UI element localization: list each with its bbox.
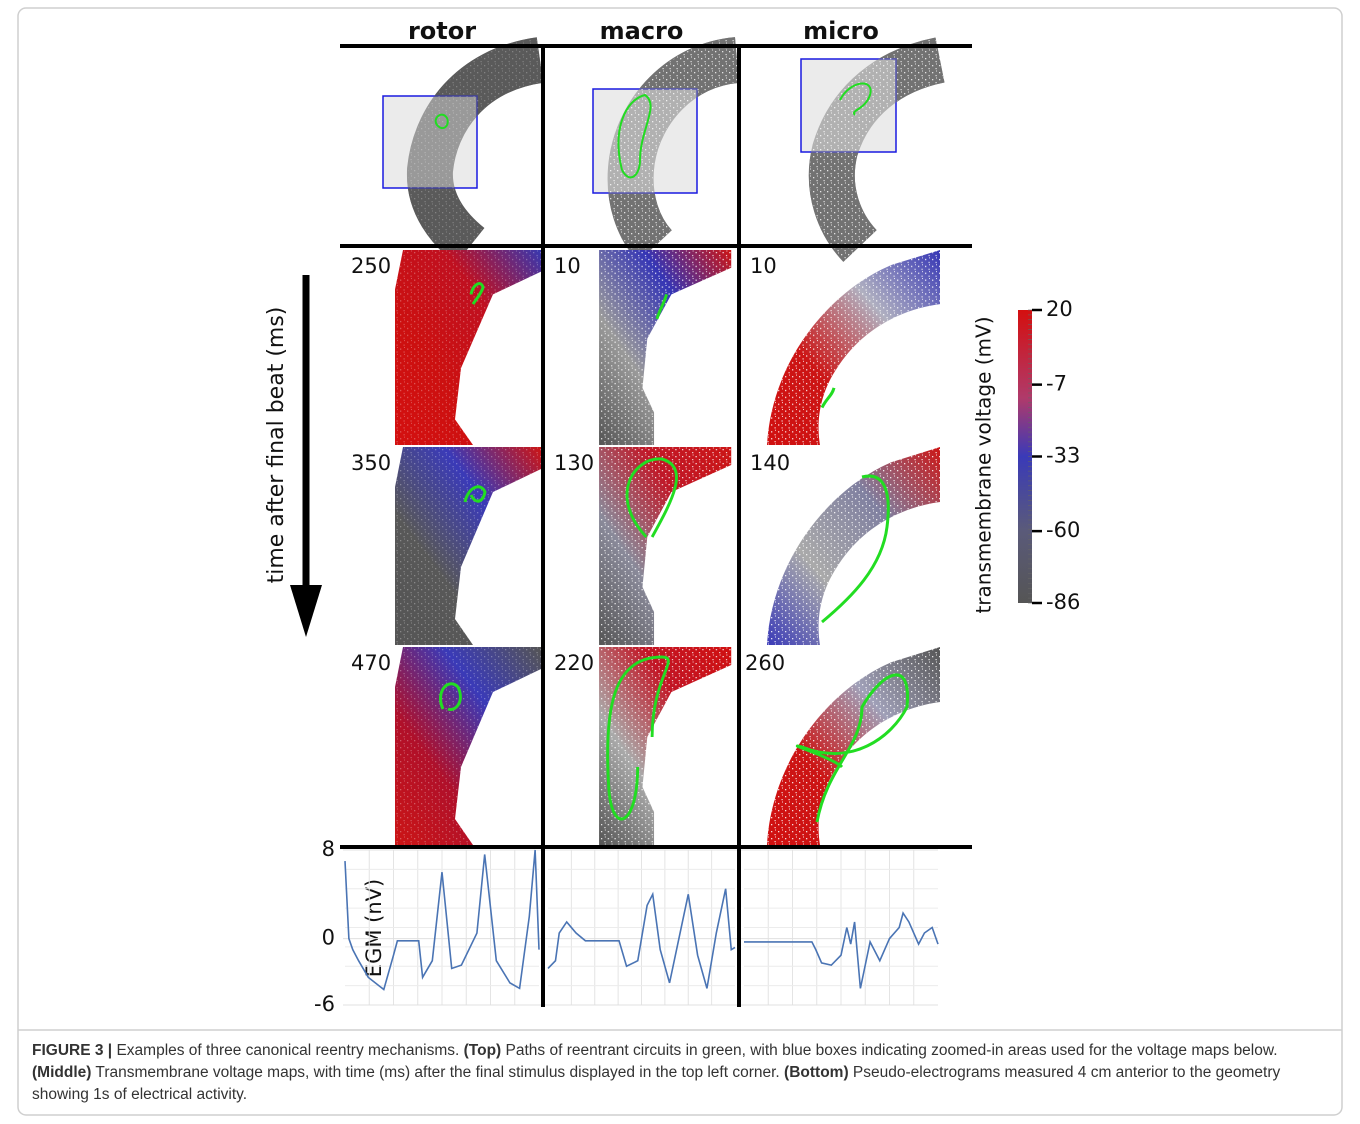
time-label: 470 (351, 651, 391, 675)
egm-tick-label: -6 (314, 992, 335, 1016)
tissue-speck (767, 250, 940, 445)
overview-panel (800, 37, 946, 262)
colorbar-tick-label: 20 (1046, 297, 1073, 321)
circuit (617, 93, 652, 179)
tissue-speck (809, 38, 945, 262)
time-label: 220 (554, 651, 594, 675)
column-header: macro (600, 17, 684, 45)
time-label: 10 (554, 254, 581, 278)
circuit (469, 282, 485, 305)
voltage-map (395, 250, 541, 445)
caption-emphasis: FIGURE 3 | (32, 1042, 113, 1059)
colorbar-label: transmembrane voltage (mV) (972, 316, 996, 613)
caption-text: Examples of three canonical reentry mech… (112, 1042, 464, 1059)
circuit (821, 474, 890, 624)
colorbar-tick-label: -7 (1046, 372, 1067, 396)
circuit (796, 673, 910, 823)
voltage-map (767, 250, 940, 445)
voltage-map (395, 447, 541, 645)
column-header: micro (803, 17, 879, 45)
frame (17, 7, 1343, 1116)
caption-emphasis: (Bottom) (784, 1064, 849, 1081)
caption-text: Paths of reentrant circuits in green, wi… (501, 1042, 1278, 1059)
caption: FIGURE 3 | Examples of three canonical r… (32, 1040, 1327, 1106)
tissue-speck (767, 447, 940, 645)
circuit (839, 82, 872, 116)
tissue-speck (608, 38, 740, 262)
column-header: rotor (408, 17, 476, 45)
voltage-map (599, 647, 732, 845)
time-label: 140 (750, 451, 790, 475)
egm-tick-label: 0 (322, 926, 335, 950)
voltage-map (599, 447, 732, 645)
colorbar-tick-label: -60 (1046, 518, 1080, 542)
voltage-map (767, 447, 940, 645)
caption-text: Pseudo-electrograms measured 4 cm anteri… (32, 1064, 1281, 1103)
circuit (655, 293, 668, 320)
egm-tick-label: 8 (322, 837, 335, 861)
voltage-map (599, 250, 732, 445)
overview-panel (382, 37, 545, 264)
caption-emphasis: (Top) (463, 1042, 502, 1059)
tissue-speck (599, 447, 732, 645)
tissue-speck (395, 447, 541, 645)
time-label: 10 (750, 254, 777, 278)
overview-panel (592, 37, 741, 262)
voltage-map (395, 647, 541, 845)
egm-trace (547, 888, 736, 989)
time-axis-label: time after final beat (ms) (264, 307, 289, 584)
voltage-map (767, 647, 940, 845)
circuit (434, 113, 449, 129)
egm-trace (744, 911, 939, 989)
caption-text: Transmembrane voltage maps, with time (m… (91, 1064, 785, 1081)
time-label: 350 (351, 451, 391, 475)
circuit (439, 682, 462, 712)
tissue-speck (407, 38, 544, 264)
tissue-speck (395, 250, 541, 445)
time-label: 250 (351, 254, 391, 278)
time-label: 130 (554, 451, 594, 475)
circuit (606, 655, 670, 821)
tissue-speck (599, 250, 732, 445)
colorbar-tick-label: -33 (1046, 444, 1080, 468)
colorbar-tick-label: -86 (1046, 590, 1080, 614)
tissue-speck (767, 647, 940, 845)
tissue-speck (599, 647, 732, 845)
egm-trace (344, 849, 540, 991)
circuit (820, 387, 836, 409)
tissue-speck (395, 647, 541, 845)
time-label: 260 (745, 651, 785, 675)
circuit (463, 485, 487, 503)
circuit (625, 457, 678, 539)
time-arrow-head (290, 585, 322, 637)
caption-emphasis: (Middle) (32, 1064, 92, 1081)
